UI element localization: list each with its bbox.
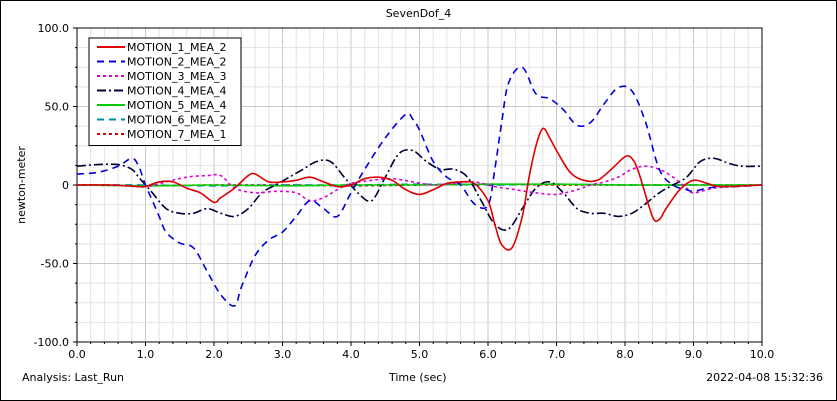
y-tick-label: -100.0: [34, 336, 69, 349]
series-lines: [77, 66, 762, 307]
x-tick-label: 5.0: [411, 348, 429, 361]
series-line-motion-4-mea-4: [77, 148, 762, 231]
legend: MOTION_1_MEA_2 MOTION_2_MEA_2MOTION_3_MEA…: [88, 37, 242, 146]
x-tick-label: 9.0: [685, 348, 703, 361]
chart-title: SevenDof_4: [385, 7, 452, 20]
timestamp: 2022-04-08 15:32:36: [706, 371, 823, 384]
x-tick-label: 10.0: [750, 348, 775, 361]
y-tick-label: 0: [62, 179, 69, 192]
legend-label: MOTION_4_MEA_4: [127, 85, 226, 98]
legend-box: [88, 37, 242, 146]
y-tick-label: -50.0: [41, 258, 69, 271]
y-axis-label: newton-meter: [15, 146, 28, 224]
x-tick-label: 0.0: [68, 348, 86, 361]
series-line-motion-2-mea-2: [77, 66, 762, 307]
y-tick-label: 50.0: [45, 101, 70, 114]
legend-label: MOTION_2_MEA_2: [127, 56, 226, 69]
x-tick-label: 8.0: [616, 348, 634, 361]
legend-label: MOTION_3_MEA_3: [127, 70, 226, 83]
legend-label: MOTION_6_MEA_2: [127, 114, 226, 127]
x-tick-label: 2.0: [205, 348, 223, 361]
x-tick-label: 4.0: [342, 348, 360, 361]
x-tick-label: 6.0: [479, 348, 497, 361]
series-line-motion-5-mea-4: [77, 183, 762, 187]
x-tick-label: 3.0: [274, 348, 292, 361]
x-axis-label: Time (sec): [389, 371, 447, 384]
y-tick-label: 100.0: [38, 22, 70, 35]
x-tick-label: 7.0: [548, 348, 566, 361]
legend-label: MOTION_7_MEA_1: [127, 128, 226, 141]
analysis-label: Analysis: Last_Run: [22, 371, 125, 384]
legend-label: MOTION_1_MEA_2: [127, 41, 226, 54]
series-line-motion-1-mea-2: [77, 127, 762, 251]
x-tick-label: 1.0: [137, 348, 155, 361]
legend-label: MOTION_5_MEA_4: [127, 99, 226, 112]
